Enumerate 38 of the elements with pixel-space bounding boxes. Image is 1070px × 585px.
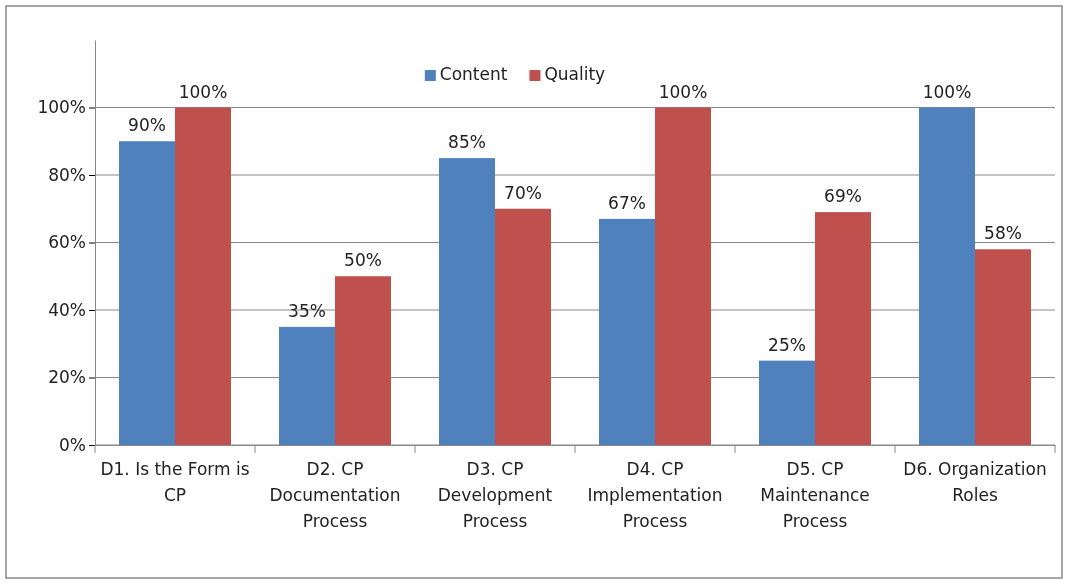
data-label: 100% <box>922 81 972 102</box>
data-label: 100% <box>658 81 708 102</box>
bar <box>439 158 495 445</box>
bar <box>815 212 871 445</box>
data-label: 90% <box>128 115 166 136</box>
bar <box>175 107 231 445</box>
data-label: 58% <box>984 223 1022 244</box>
y-tick-label: 80% <box>48 164 86 185</box>
data-label: 35% <box>288 300 326 321</box>
x-tick-label: D6. Organization Roles <box>903 459 1047 505</box>
bar <box>599 218 655 445</box>
y-tick-label: 0% <box>59 434 86 455</box>
data-label: 25% <box>768 334 806 355</box>
x-tick-label: D3. CP Development Process <box>437 459 553 531</box>
legend-label: Content <box>439 64 508 84</box>
x-tick-label: D4. CP Implementation Process <box>587 459 723 531</box>
legend-label: Quality <box>544 64 606 84</box>
y-tick-label: 20% <box>48 367 86 388</box>
y-tick-label: 100% <box>37 97 86 118</box>
data-label: 85% <box>448 132 486 153</box>
bar <box>655 107 711 445</box>
data-label: 67% <box>608 192 646 213</box>
x-tick-label: D1. Is the Form is CP <box>100 459 250 505</box>
data-label: 70% <box>504 182 542 203</box>
bar <box>119 141 175 445</box>
bar <box>919 107 975 445</box>
bar <box>495 208 551 445</box>
y-tick-label: 40% <box>48 299 86 320</box>
bar <box>975 249 1031 445</box>
data-label: 69% <box>824 186 862 207</box>
bar <box>279 326 335 445</box>
x-tick-label: D5. CP Maintenance Process <box>760 459 870 531</box>
y-tick-label: 60% <box>48 232 86 253</box>
x-tick-label: D2. CP Documentation Process <box>269 459 401 531</box>
bar <box>335 276 391 445</box>
data-label: 100% <box>178 81 228 102</box>
bar <box>759 360 815 445</box>
data-label: 50% <box>344 250 382 271</box>
